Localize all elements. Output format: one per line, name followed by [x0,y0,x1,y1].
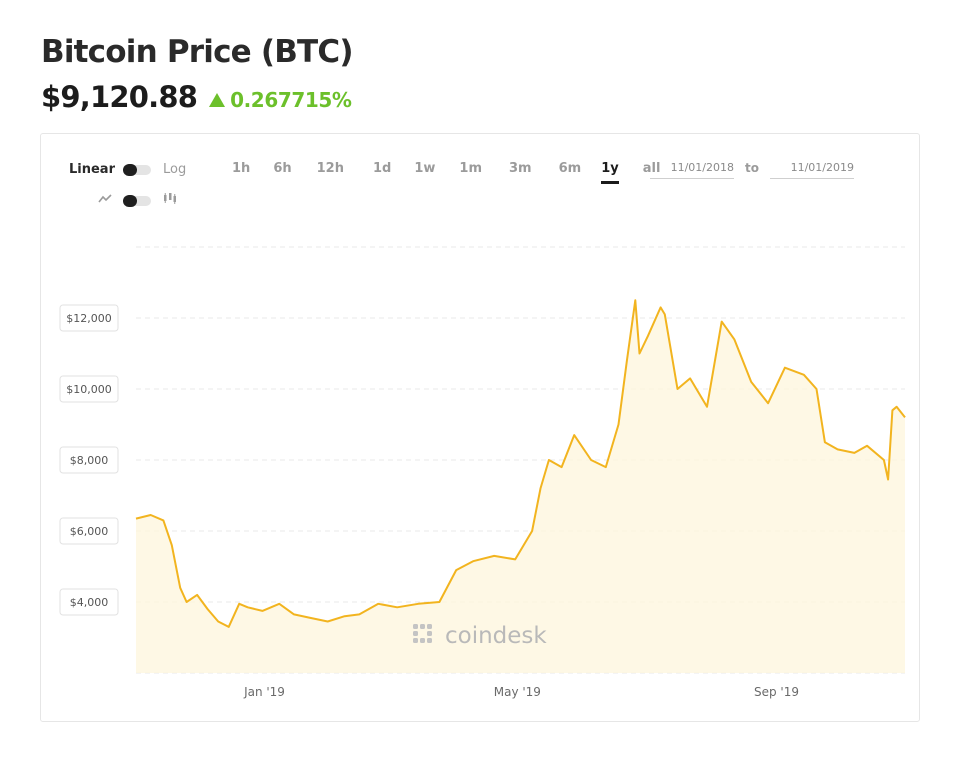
range-1m[interactable]: 1m [459,161,482,176]
candlestick-icon[interactable] [163,192,177,204]
scale-toggle[interactable] [123,164,151,176]
y-tick-label: $12,000 [66,312,112,325]
range-3m[interactable]: 3m [509,161,532,176]
range-1w[interactable]: 1w [414,161,436,176]
range-6m[interactable]: 6m [558,161,582,176]
page-title: Bitcoin Price (BTC) [41,34,354,70]
y-tick-tag [59,517,119,545]
y-tick-label: $6,000 [70,525,109,538]
watermark-text: coindesk [445,623,547,649]
scale-toggle-knob [123,164,137,176]
range-12h[interactable]: 12h [316,161,344,176]
y-tick-tag [59,375,119,403]
x-tick-label: Sep '19 [754,685,799,699]
price-change: 0.267715% [209,88,352,112]
price-change-value: 0.267715% [230,88,352,112]
y-tick-tag [59,304,119,332]
price-line [135,299,906,628]
y-tick-tag [59,588,119,616]
price-row: $9,120.88 0.267715% [41,80,352,114]
current-price: $9,120.88 [41,80,198,114]
date-to-input[interactable] [770,161,854,179]
chart-type-toggle[interactable] [123,195,151,207]
range-6h[interactable]: 6h [273,161,292,176]
price-chart[interactable]: coindesk $4,000 $6,000 $8,000 $10,000 $12,000… [41,134,919,721]
line-chart-icon[interactable] [98,194,112,204]
range-1h[interactable]: 1h [232,161,251,176]
x-tick-label: Jan '19 [243,685,285,699]
y-tick-label: $4,000 [70,596,109,609]
scale-log-label[interactable]: Log [163,162,187,177]
y-tick-label: $8,000 [70,454,109,467]
date-from-input[interactable] [650,161,734,179]
up-arrow-icon [209,93,226,107]
range-selector: 1h 6h 12h 1d 1w 1m 3m 6m 1y all [232,161,674,184]
date-to-label: to [745,161,759,175]
y-tick-tag [59,446,119,474]
price-area [136,300,905,673]
chart-type-toggle-knob [123,195,137,207]
scale-linear-label[interactable]: Linear [69,162,115,177]
x-tick-label: May '19 [494,685,541,699]
y-tick-label: $10,000 [66,383,112,396]
range-1d[interactable]: 1d [372,161,392,176]
coindesk-logo-icon [413,624,432,643]
range-1y[interactable]: 1y [601,161,619,184]
